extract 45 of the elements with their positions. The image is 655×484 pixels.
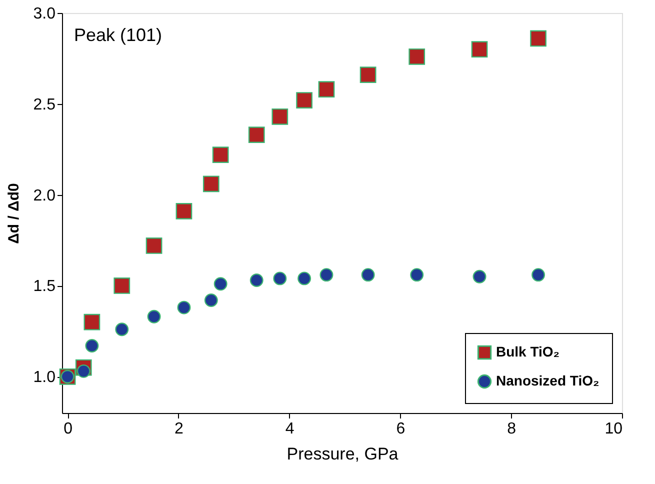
x-tick-label: 2	[174, 420, 184, 438]
y-tick-label: 2.0	[33, 187, 56, 204]
point	[212, 146, 229, 163]
point	[360, 66, 376, 83]
point	[85, 339, 99, 352]
x-tick-label: 6	[396, 420, 406, 438]
point	[298, 272, 312, 286]
point	[84, 314, 100, 330]
point	[532, 268, 545, 282]
point	[115, 322, 129, 336]
point	[114, 278, 130, 294]
point	[408, 48, 426, 65]
y-tick-label: 1.0	[33, 369, 56, 386]
point	[472, 270, 486, 284]
x-tick-label: 0	[64, 420, 73, 438]
point	[318, 81, 335, 98]
point	[248, 126, 265, 143]
point	[250, 274, 264, 287]
point	[147, 310, 161, 324]
point	[530, 30, 546, 47]
legend-label: Bulk TiO₂	[496, 344, 560, 360]
point	[176, 203, 192, 220]
y-tick-label: 3.0	[33, 6, 56, 22]
point	[214, 277, 228, 291]
point	[296, 92, 312, 108]
point	[146, 238, 162, 254]
x-tick-label: 8	[507, 420, 516, 438]
point	[272, 108, 288, 125]
point	[410, 268, 424, 282]
point	[177, 300, 191, 314]
x-axis-title: Pressure, GPa	[286, 444, 399, 464]
x-tick-label: 4	[285, 420, 294, 438]
point	[273, 272, 287, 286]
x-tick-label: 10	[604, 420, 623, 438]
point	[202, 176, 220, 192]
annotation: Peak (101)	[74, 25, 162, 45]
legend-label: Nanosized TiO₂	[496, 372, 600, 388]
y-tick-label: 1.5	[33, 278, 56, 296]
point	[204, 294, 218, 307]
point	[320, 268, 334, 282]
point	[361, 268, 375, 282]
point	[471, 41, 488, 58]
y-tick-label: 2.5	[33, 96, 56, 114]
point	[76, 364, 90, 378]
y-axis-title: Δd / Δd0	[5, 183, 22, 244]
